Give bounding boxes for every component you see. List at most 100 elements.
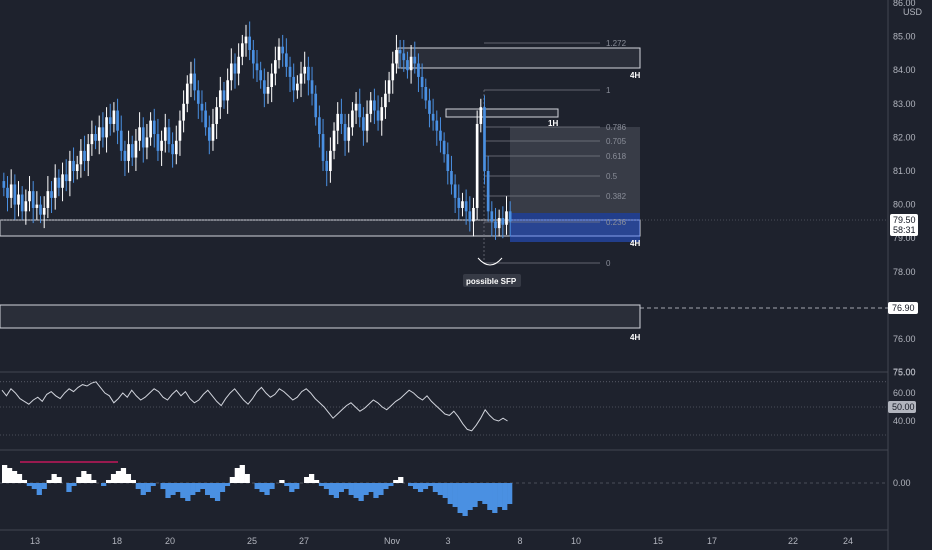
candle-body <box>314 93 318 118</box>
candle-body <box>468 211 472 222</box>
momentum-bar <box>294 483 300 489</box>
time-tick-label: Nov <box>384 536 401 546</box>
candle-body <box>442 140 446 155</box>
fib-level-label: 0.382 <box>606 192 627 201</box>
momentum-bar <box>477 483 483 501</box>
price-tick-label: 79.00 <box>893 233 916 243</box>
fib-level-label: 1.272 <box>606 39 627 48</box>
candle-body <box>274 60 277 74</box>
momentum-bar <box>289 483 295 492</box>
momentum-bar <box>101 483 107 486</box>
supply-zone-4h <box>397 47 641 69</box>
candle-body <box>325 160 329 171</box>
price-tick-label: 78.00 <box>893 267 916 277</box>
time-tick-label: 17 <box>707 536 717 546</box>
momentum-bar <box>393 480 399 483</box>
candle-body <box>494 221 497 229</box>
candle-body <box>57 177 61 188</box>
candle-body <box>420 76 424 87</box>
background-layer <box>0 0 889 550</box>
supply-zone-1h <box>445 108 559 118</box>
candle-body <box>263 80 266 94</box>
candle-body <box>200 103 204 111</box>
candle-body <box>362 117 365 131</box>
candle-body <box>39 204 42 215</box>
candle-body <box>108 117 112 124</box>
momentum-bar <box>239 465 245 483</box>
candle-body <box>167 127 171 145</box>
candle-body <box>369 100 373 114</box>
momentum-bar <box>36 483 42 495</box>
candle-body <box>123 150 127 161</box>
candle-body <box>149 120 152 138</box>
candle-body <box>501 218 505 225</box>
momentum-bar <box>41 483 47 489</box>
candle-body <box>270 73 274 87</box>
candle-body <box>285 53 288 67</box>
candle-body <box>354 103 358 111</box>
osc-tick-label: 40.00 <box>893 416 916 426</box>
momentum-bar <box>422 483 429 489</box>
candle-body <box>398 50 402 54</box>
candle-body <box>457 197 461 208</box>
time-tick-label: 22 <box>788 536 798 546</box>
momentum-bar <box>492 483 498 513</box>
price-pane[interactable]: 4H 1H 4H 4H 1.272 1 0.786 0.705 0.618 0.5 0.382 0.2… <box>0 21 888 342</box>
candle-body <box>310 80 314 94</box>
candle-body <box>163 127 167 141</box>
momentum-bar <box>130 480 136 483</box>
zone-label-4h: 4H <box>630 333 640 342</box>
momentum-bar <box>115 471 122 483</box>
momentum-bar <box>398 477 404 483</box>
momentum-bar <box>2 465 8 483</box>
candle-body <box>119 130 123 151</box>
candle-body <box>134 140 138 158</box>
osc-value-badge <box>888 401 916 413</box>
candle-body <box>35 204 39 208</box>
candle-body <box>483 107 486 171</box>
momentum-bar <box>205 483 211 495</box>
momentum-bar <box>31 483 37 489</box>
osc-tick-label: 60.00 <box>893 388 916 398</box>
price-tick-label: 75.00 <box>893 368 916 378</box>
time-tick-label: 15 <box>653 536 663 546</box>
last-price-value: 79.50 <box>893 215 916 225</box>
momentum-bar <box>304 477 310 483</box>
momentum-bar <box>353 483 359 498</box>
momentum-bar <box>26 483 33 486</box>
candle-body <box>86 144 90 161</box>
momentum-bar <box>219 483 226 492</box>
candle-body <box>53 177 57 198</box>
momentum-bar <box>363 483 369 495</box>
momentum-bar <box>412 483 419 489</box>
price-tick-label: 80.00 <box>893 200 916 210</box>
candle-body <box>380 107 384 121</box>
candle-body <box>9 184 13 198</box>
candle-body <box>17 194 20 205</box>
candle-body <box>373 100 376 111</box>
oscillator-pane[interactable] <box>0 381 888 436</box>
momentum-bar <box>214 483 221 501</box>
candle-body <box>413 56 417 64</box>
callout-bg <box>463 274 521 287</box>
time-tick-label: 27 <box>299 536 309 546</box>
time-tick-label: 3 <box>445 536 450 546</box>
momentum-pane[interactable] <box>0 461 888 516</box>
momentum-bar <box>140 483 146 495</box>
momentum-bar <box>482 483 488 504</box>
candle-body <box>105 117 108 138</box>
momentum-bar <box>51 474 57 483</box>
candle-body <box>431 113 435 121</box>
momentum-bar <box>56 477 62 483</box>
price-unit-label: USD <box>903 7 923 17</box>
candle-body <box>358 103 362 118</box>
momentum-bar <box>338 483 344 492</box>
momentum-bar <box>105 480 112 483</box>
fib-level-label: 0 <box>606 259 611 268</box>
candle-body <box>395 50 398 64</box>
callout-label: possible SFP <box>466 277 517 286</box>
candle-body <box>391 63 395 81</box>
momentum-bar <box>323 483 330 489</box>
demand-zone-4h <box>0 219 641 237</box>
